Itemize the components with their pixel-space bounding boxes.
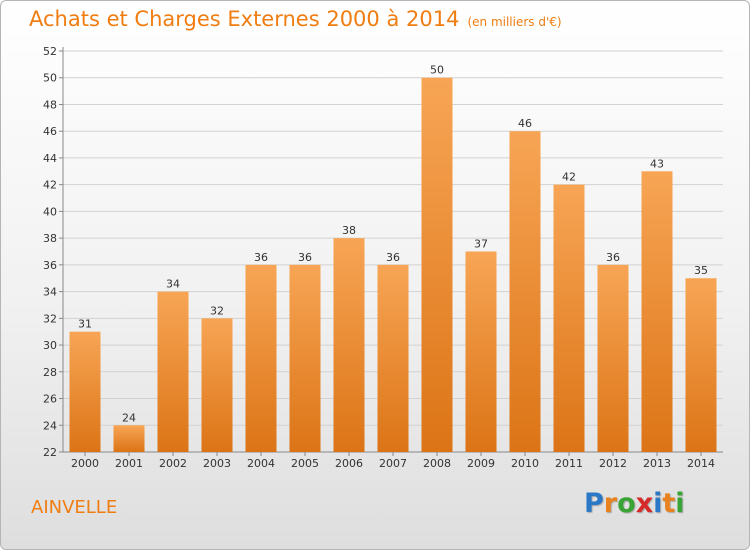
x-tick-label: 2013: [643, 457, 671, 470]
data-label: 36: [386, 251, 400, 264]
y-tick-label: 22: [43, 446, 57, 459]
data-label: 38: [342, 224, 356, 237]
y-tick-label: 44: [43, 152, 57, 165]
data-label: 24: [122, 411, 136, 424]
logo-letter: r: [603, 488, 618, 519]
bar-2004: [245, 264, 277, 452]
data-label: 35: [694, 264, 708, 277]
data-label: 46: [518, 117, 532, 130]
bar-2013: [641, 171, 673, 453]
x-tick-label: 2006: [335, 457, 363, 470]
bars: [69, 77, 717, 453]
data-label: 36: [606, 251, 620, 264]
data-label: 32: [210, 304, 224, 317]
bar-2014: [685, 278, 717, 452]
data-label: 36: [254, 251, 268, 264]
y-tick-label: 40: [43, 205, 57, 218]
y-tick-label: 38: [43, 232, 57, 245]
logo-letter: P: [584, 488, 604, 519]
x-tick-label: 2011: [555, 457, 583, 470]
x-tick-label: 2010: [511, 457, 539, 470]
logo-letter: i: [675, 488, 685, 519]
y-tick-label: 46: [43, 125, 57, 138]
proxiti-logo[interactable]: Proxiti: [584, 488, 685, 519]
bar-2009: [465, 251, 497, 452]
y-tick-label: 24: [43, 419, 57, 432]
bar-2001: [113, 425, 145, 452]
y-tick-label: 42: [43, 179, 57, 192]
data-label: 31: [78, 318, 92, 331]
y-tick-label: 52: [43, 45, 57, 58]
labels: 22 24 26 28 30 32 34 36 38 40 42 44 46 48 50 52 31 2000 24…: [43, 45, 715, 470]
bar-2000: [69, 331, 101, 452]
y-tick-label: 26: [43, 393, 57, 406]
x-tick-label: 2004: [247, 457, 275, 470]
bar-2002: [157, 291, 189, 452]
y-tick-label: 30: [43, 339, 57, 352]
bar-2008: [421, 77, 453, 452]
chart-unit: (en milliers d'€): [467, 15, 562, 29]
bar-2006: [333, 238, 365, 452]
x-tick-label: 2003: [203, 457, 231, 470]
data-label: 50: [430, 64, 444, 77]
x-tick-label: 2008: [423, 457, 451, 470]
bar-2012: [597, 264, 629, 452]
logo-letter: x: [635, 488, 654, 519]
data-label: 37: [474, 238, 488, 251]
y-tick-label: 34: [43, 286, 57, 299]
bar-2005: [289, 264, 321, 452]
commune-name: AINVELLE: [31, 497, 118, 518]
bar-2003: [201, 318, 233, 452]
x-tick-label: 2002: [159, 457, 187, 470]
y-tick-label: 32: [43, 312, 57, 325]
y-tick-label: 50: [43, 72, 57, 85]
bar-2011: [553, 184, 585, 452]
x-tick-label: 2009: [467, 457, 495, 470]
logo-letter: t: [662, 488, 676, 519]
x-tick-label: 2014: [687, 457, 715, 470]
y-tick-label: 28: [43, 366, 57, 379]
x-tick-label: 2000: [71, 457, 99, 470]
data-label: 36: [298, 251, 312, 264]
data-label: 42: [562, 171, 576, 184]
bar-2010: [509, 131, 541, 452]
bar-2007: [377, 264, 409, 452]
y-tick-label: 36: [43, 259, 57, 272]
chart-title-text: Achats et Charges Externes 2000 à 2014: [29, 7, 460, 31]
x-tick-label: 2001: [115, 457, 143, 470]
data-label: 34: [166, 278, 180, 291]
y-tick-label: 48: [43, 98, 57, 111]
logo-letter: o: [617, 488, 636, 519]
chart-title: Achats et Charges Externes 2000 à 2014 (e…: [29, 7, 562, 31]
x-tick-label: 2012: [599, 457, 627, 470]
x-tick-label: 2005: [291, 457, 319, 470]
data-label: 43: [650, 157, 664, 170]
logo-letter: i: [653, 488, 663, 519]
x-tick-label: 2007: [379, 457, 407, 470]
